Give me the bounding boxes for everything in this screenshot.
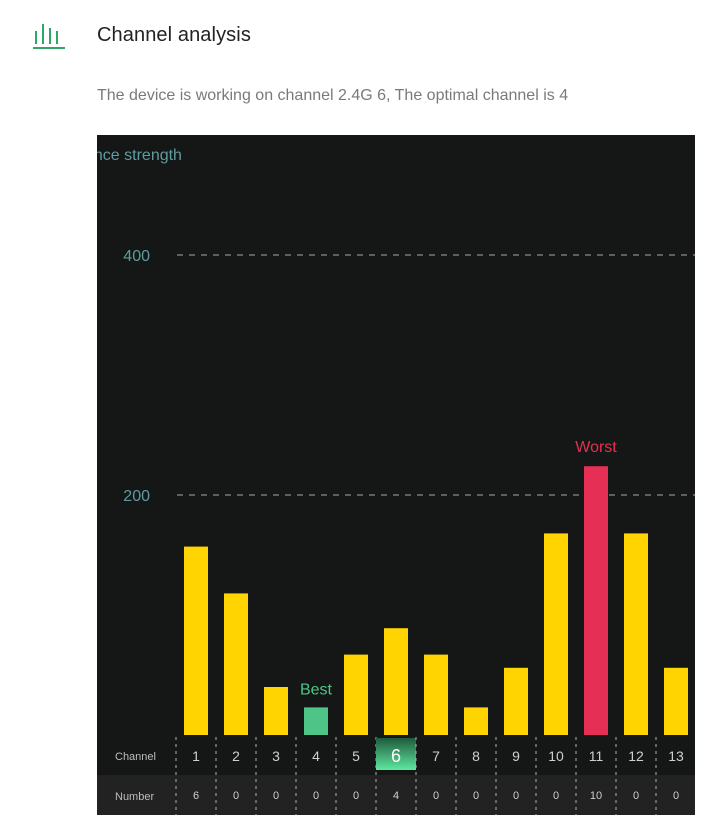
number-label-11: 10 [590,790,602,802]
channel-label-10: 10 [548,748,564,764]
channel-label-1: 1 [192,748,200,764]
bar-channel-12 [624,533,648,735]
channel-label-13: 13 [668,748,684,764]
channel-label-3: 3 [272,748,280,764]
number-label-13: 0 [673,790,679,802]
number-label-8: 0 [473,790,479,802]
number-label-12: 0 [633,790,639,802]
bar-channel-6 [384,628,408,735]
channel-row-label: Channel [115,751,156,763]
bar-channel-3 [264,687,288,735]
channel-label-8: 8 [472,748,480,764]
page-title: Channel analysis [97,24,251,46]
bar-channel-7 [424,654,448,735]
number-label-1: 6 [193,790,199,802]
channel-label-5: 5 [352,748,360,764]
bar-channel-8 [464,707,488,735]
channel-chart-svg: ence strength Channel Number 20040016203… [97,147,695,815]
number-label-7: 0 [433,790,439,802]
channel-status-text: The device is working on channel 2.4G 6,… [97,87,569,104]
best-channel-label: Best [300,681,333,698]
number-label-10: 0 [553,790,559,802]
bar-channel-1 [184,546,208,735]
y-axis-label: ence strength [97,147,182,164]
bar-channel-10 [544,533,568,735]
channel-chart: ence strength Channel Number 20040016203… [97,135,695,815]
bar-chart-icon [33,24,65,49]
number-label-6: 4 [393,790,399,802]
number-label-9: 0 [513,790,519,802]
bar-channel-4 [304,707,328,735]
bar-channel-9 [504,667,528,735]
channel-label-12: 12 [628,748,644,764]
channel-label-7: 7 [432,748,440,764]
number-label-4: 0 [313,790,319,802]
bar-channel-2 [224,593,248,735]
channel-label-6: 6 [391,746,401,766]
bar-channel-5 [344,654,368,735]
bar-channel-11 [584,466,608,735]
channel-label-9: 9 [512,748,520,764]
number-label-3: 0 [273,790,279,802]
channel-label-2: 2 [232,748,240,764]
worst-channel-label: Worst [575,439,617,456]
number-row-background [97,775,695,815]
bar-channel-13 [664,667,688,735]
number-label-2: 0 [233,790,239,802]
number-label-5: 0 [353,790,359,802]
y-tick-200: 200 [123,488,150,505]
number-row-label: Number [115,791,154,803]
channel-label-4: 4 [312,748,320,764]
y-tick-400: 400 [123,248,150,265]
current-channel-highlight [376,738,416,770]
channel-label-11: 11 [589,748,604,764]
